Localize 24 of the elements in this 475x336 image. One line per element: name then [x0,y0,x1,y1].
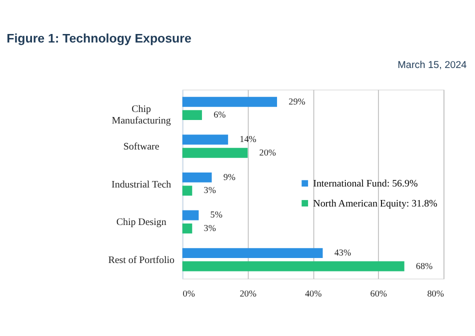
data-label: 3% [204,185,216,196]
x-tick-label: 40% [305,288,322,298]
data-label: 9% [223,172,236,182]
legend-label: International Fund: 56.9% [313,178,418,190]
x-tick-label: 60% [370,288,388,298]
legend-label: North American Equity: 31.8% [313,198,438,210]
data-label: 43% [334,248,352,258]
chart-title: Figure 1: Technology Exposure [6,31,192,46]
data-label: 14% [240,134,257,144]
data-label: 29% [288,96,306,106]
data-label: 20% [259,147,276,158]
data-label: 68% [416,260,434,271]
data-label: 3% [204,222,216,233]
y-tick-label: Rest of Portfolio [108,254,174,266]
text: March 15, 2024 [398,60,468,72]
x-tick-label: 20% [240,288,257,298]
y-tick-label: Software [123,142,160,153]
x-tick-label: 0% [182,288,196,298]
x-tick-label: 80% [427,288,444,298]
data-label: 5% [210,210,223,220]
y-tick-label: Chip Manufacturing [112,104,171,126]
y-tick-label: Chip Design [116,217,166,228]
data-label: 6% [214,110,226,120]
y-tick-label: Industrial Tech [112,179,172,190]
